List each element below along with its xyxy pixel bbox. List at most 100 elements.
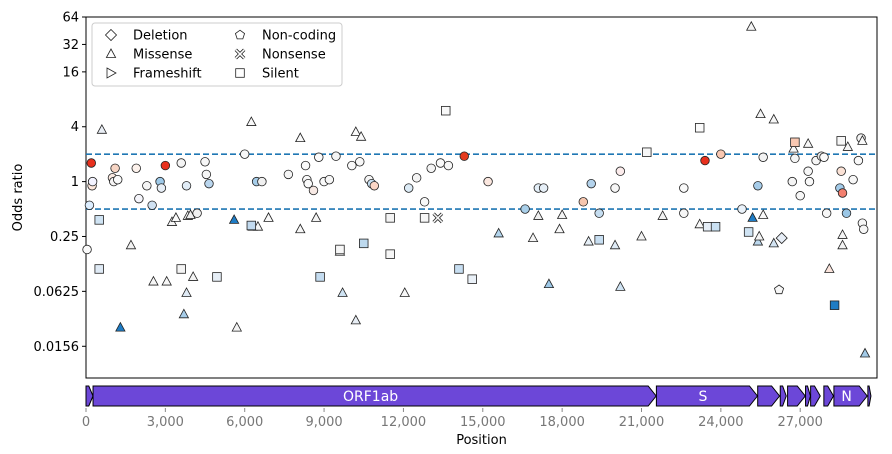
data-point-triangle: [178, 308, 190, 319]
data-point-circle: [615, 166, 626, 176]
data-point-square: [385, 249, 395, 259]
data-point-triangle: [115, 321, 126, 332]
data-point-triangle: [609, 239, 621, 250]
data-point-square: [642, 147, 652, 157]
data-point-triangle: [746, 20, 757, 31]
data-point-circle: [411, 173, 422, 183]
legend-label: Silent: [262, 67, 299, 82]
data-point-triangle: [859, 347, 871, 358]
gene-arrow: [757, 385, 781, 407]
data-point-circle: [324, 174, 335, 185]
data-point-triangle: [533, 210, 544, 220]
gene-arrow: [805, 385, 811, 407]
gene-arrow: [823, 385, 835, 407]
data-point-circle: [737, 204, 747, 214]
x-tick-label: 12,000: [381, 415, 427, 430]
gene-label: N: [841, 389, 851, 405]
data-point-circle: [84, 200, 95, 210]
data-point-square: [315, 272, 325, 282]
y-tick-label: 0.25: [50, 230, 79, 245]
data-point-circle: [858, 224, 869, 234]
data-point-triangle: [246, 116, 257, 126]
data-point-triangle: [694, 218, 705, 229]
data-point-circle: [435, 158, 446, 168]
gene-arrow: [779, 385, 787, 407]
data-point-circle: [804, 176, 815, 187]
data-point-triangle: [837, 239, 848, 250]
legend-label: Frameshift: [133, 67, 202, 82]
data-point-square: [829, 300, 840, 310]
data-point-triangle: [337, 287, 348, 297]
data-point-square: [385, 213, 395, 223]
y-tick-label: 4: [71, 120, 79, 135]
x-tick-label: 6,000: [226, 415, 263, 430]
data-point-circle: [787, 176, 797, 187]
data-point-triangle: [657, 210, 668, 220]
data-point-triangle: [842, 141, 854, 151]
data-point-triangle: [399, 287, 411, 297]
data-point-square: [594, 235, 604, 245]
data-point-circle: [610, 183, 620, 193]
x-stroke: [433, 213, 443, 223]
data-point-circle: [679, 183, 689, 193]
gene-arrow: [92, 385, 657, 407]
x-tick-label: 9,000: [305, 415, 342, 430]
data-point-square: [836, 136, 846, 146]
data-point-pentagon: [774, 284, 785, 295]
data-point-circle: [404, 183, 414, 193]
data-point-circle: [819, 152, 829, 162]
data-point-circle: [443, 160, 454, 171]
legend-marker: [235, 68, 245, 78]
data-point-circle: [836, 166, 846, 176]
data-point-triangle: [96, 123, 108, 134]
data-point-triangle: [161, 275, 172, 286]
data-point-circle: [520, 204, 530, 214]
data-point-triangle: [636, 230, 647, 241]
data-point-square: [710, 222, 721, 232]
data-point-circle: [848, 174, 858, 185]
data-point-square: [467, 274, 477, 284]
data-point-triangle: [768, 237, 780, 248]
data-point-circle: [308, 185, 319, 196]
y-axis-label: Odds ratio: [11, 164, 26, 232]
data-point-triangle: [527, 232, 539, 242]
data-point-circle: [257, 176, 267, 187]
data-point-triangle: [148, 275, 159, 286]
data-point-circle: [538, 183, 549, 193]
data-point-triangle: [755, 108, 766, 119]
data-point-triangle: [757, 209, 769, 219]
data-point-square: [94, 264, 104, 274]
legend-box: [91, 22, 343, 87]
data-point-triangle: [231, 321, 243, 332]
data-point-nonsense: [432, 212, 444, 224]
data-point-triangle: [802, 137, 814, 148]
data-point-circle: [841, 208, 852, 218]
data-point-circle: [82, 244, 92, 255]
legend-label: Nonsense: [262, 48, 326, 63]
data-point-triangle: [125, 239, 137, 250]
data-point-circle: [181, 181, 192, 191]
data-point-square: [743, 227, 754, 237]
x-stroke: [235, 49, 245, 59]
data-point-triangle: [753, 230, 765, 241]
data-point-circle: [679, 208, 689, 218]
y-tick-label: 64: [62, 11, 79, 26]
data-point-triangle: [185, 209, 196, 219]
data-point-triangle: [554, 223, 565, 234]
data-point-square: [419, 213, 430, 223]
data-point-circle: [240, 149, 250, 159]
data-point-circle: [803, 166, 813, 176]
data-point-circle: [795, 191, 805, 201]
data-point-circle: [201, 169, 212, 180]
legend-marker: [106, 67, 117, 79]
legend: Deletion Missense Frameshift Non-coding Nons…: [91, 22, 343, 87]
x-tick-label: 3,000: [147, 415, 184, 430]
data-point-circle: [355, 157, 365, 167]
x-tick-label: 18,000: [539, 415, 585, 430]
gene-arrow: [833, 385, 868, 407]
data-point-circle: [700, 155, 710, 166]
data-point-triangle: [170, 212, 182, 222]
data-point-square: [702, 222, 713, 232]
